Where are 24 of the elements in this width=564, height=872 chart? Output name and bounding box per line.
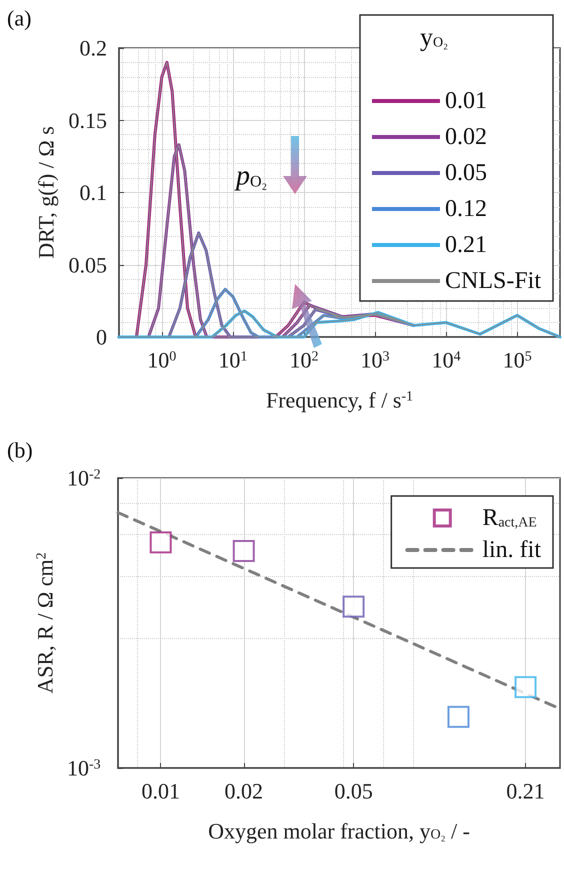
x-tick-label: 0.01 [141, 778, 180, 804]
legend-label: CNLS-Fit [444, 268, 542, 294]
legend-label: 0.02 [444, 124, 487, 150]
legend-label: Ract,AE [482, 505, 537, 531]
x-tick-label: 0.05 [334, 778, 373, 804]
y-tick-label: 0.1 [80, 180, 107, 205]
y-tick-label: 0.05 [68, 252, 107, 278]
annotation: pO₂ [234, 160, 268, 192]
legend-label: 0.21 [444, 232, 487, 258]
legend-label: 0.12 [444, 196, 487, 222]
y-axis-title: ASR, R / Ω cm2 [32, 552, 58, 694]
y-tick-label: 0.2 [80, 36, 107, 60]
y-tick-label: 0.15 [68, 108, 107, 133]
legend-label: lin. fit [482, 537, 542, 563]
x-tick-label: 0.21 [506, 778, 545, 804]
x-tick-label: 0.02 [224, 778, 264, 804]
y-tick-label: 0 [96, 324, 107, 350]
legend-title: yO₂ [420, 22, 448, 52]
chart-title: (a) [7, 6, 32, 30]
chart-title: (b) [7, 438, 33, 462]
legend-label: 0.05 [444, 160, 487, 186]
y-axis-title: DRT, g(f) / Ω s [34, 126, 58, 259]
x-axis-title: Oxygen molar fraction, yO₂ / - [208, 818, 470, 844]
legend-label: 0.01 [444, 88, 487, 114]
